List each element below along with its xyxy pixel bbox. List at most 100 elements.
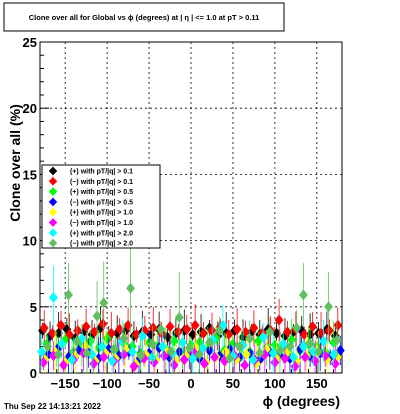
data-point	[119, 348, 129, 361]
data-point	[248, 354, 258, 366]
y-tick-label: 0	[30, 366, 37, 381]
data-point	[241, 348, 251, 361]
data-point	[169, 359, 179, 371]
data-point	[156, 323, 166, 335]
x-tick-label: −100	[92, 376, 121, 391]
data-point	[194, 348, 204, 361]
data-point	[288, 351, 298, 363]
data-point	[235, 340, 245, 353]
data-marks	[37, 243, 345, 373]
data-point	[258, 331, 268, 343]
data-point	[119, 332, 129, 345]
data-point	[324, 325, 334, 337]
data-point	[126, 282, 136, 294]
legend-label: (−) with pT/|q| > 1.0	[70, 220, 133, 227]
data-point	[37, 346, 47, 358]
legend: (+) with pT/|q| > 0.1 (−) with pT/|q| > 0…	[41, 164, 161, 249]
data-point	[85, 335, 95, 347]
y-tick-label: 15	[23, 167, 37, 182]
data-point	[285, 340, 295, 353]
legend-box	[41, 164, 161, 249]
data-point	[280, 352, 290, 365]
data-point	[169, 335, 179, 347]
data-point	[329, 348, 339, 361]
data-point	[292, 322, 302, 334]
data-point	[136, 350, 146, 362]
x-tick-label: 0	[187, 376, 194, 391]
data-point	[282, 326, 292, 338]
data-point	[215, 325, 225, 337]
data-point	[182, 323, 192, 335]
data-point	[48, 291, 58, 304]
data-point	[102, 332, 112, 345]
data-point	[174, 311, 184, 323]
data-point	[58, 359, 69, 371]
data-point	[313, 346, 324, 358]
data-point	[310, 355, 320, 367]
data-point	[53, 348, 63, 361]
data-point	[290, 360, 300, 372]
data-point	[137, 330, 147, 342]
x-tick-label: 100	[264, 376, 286, 391]
data-point	[190, 319, 200, 331]
legend-label: (+) with pT/|q| > 0.1	[70, 169, 133, 176]
y-tick-label: 20	[23, 101, 37, 116]
data-point	[64, 289, 74, 301]
data-point	[109, 343, 119, 355]
footer-timestamp: Thu Sep 22 14:13:21 2022	[4, 402, 101, 411]
data-point	[97, 340, 107, 353]
data-point	[43, 340, 53, 353]
legend-label: (+) with pT/|q| > 2.0	[70, 230, 133, 237]
legend-label: (−) with pT/|q| > 0.5	[70, 199, 133, 206]
data-point	[92, 310, 102, 322]
data-point	[179, 354, 189, 366]
x-tick-label: 50	[226, 376, 240, 391]
data-point	[268, 347, 278, 359]
data-point	[209, 351, 220, 363]
data-point	[39, 322, 49, 334]
data-point	[184, 342, 194, 354]
data-point	[199, 327, 209, 339]
data-point	[199, 358, 209, 370]
data-point	[81, 321, 91, 333]
data-point	[107, 355, 117, 367]
chart-title: Clone over all for Global vs ϕ (degrees)…	[29, 13, 260, 22]
data-point	[82, 347, 92, 359]
x-tick-label: −50	[138, 376, 160, 391]
data-point	[298, 289, 308, 301]
data-point	[224, 329, 234, 341]
legend-label: (+) with pT/|q| > 0.5	[70, 189, 133, 196]
data-point	[330, 358, 340, 370]
data-point	[188, 352, 198, 365]
data-point	[319, 335, 329, 347]
data-point	[131, 329, 141, 341]
data-point	[275, 344, 285, 357]
data-point	[298, 340, 308, 353]
data-point	[73, 325, 83, 337]
y-tick-label: 5	[30, 300, 37, 315]
data-point	[173, 326, 183, 338]
title-box	[3, 2, 285, 32]
y-tick-label: 10	[23, 234, 37, 249]
data-point	[300, 351, 310, 363]
data-point	[157, 340, 167, 353]
data-point	[240, 359, 250, 371]
x-axis-title: ϕ (degrees)	[263, 393, 340, 409]
y-tick-label: 25	[23, 35, 37, 50]
data-point	[127, 346, 137, 358]
data-point	[324, 301, 334, 313]
axis-ticks: −150 −100 −50 0 50 100 150 0 5 10 15 20 25	[23, 35, 343, 391]
data-point	[57, 338, 67, 350]
legend-label: (−) with pT/|q| > 2.0	[70, 241, 133, 248]
data-point	[99, 351, 109, 363]
data-point	[270, 356, 280, 369]
x-tick-label: −150	[51, 376, 80, 391]
data-point	[129, 360, 139, 372]
data-point	[178, 336, 188, 349]
y-axis-title: Clone over all (%)	[7, 104, 23, 221]
data-point	[225, 352, 235, 365]
data-point	[204, 336, 214, 349]
data-point	[320, 350, 330, 362]
data-point	[159, 350, 169, 362]
